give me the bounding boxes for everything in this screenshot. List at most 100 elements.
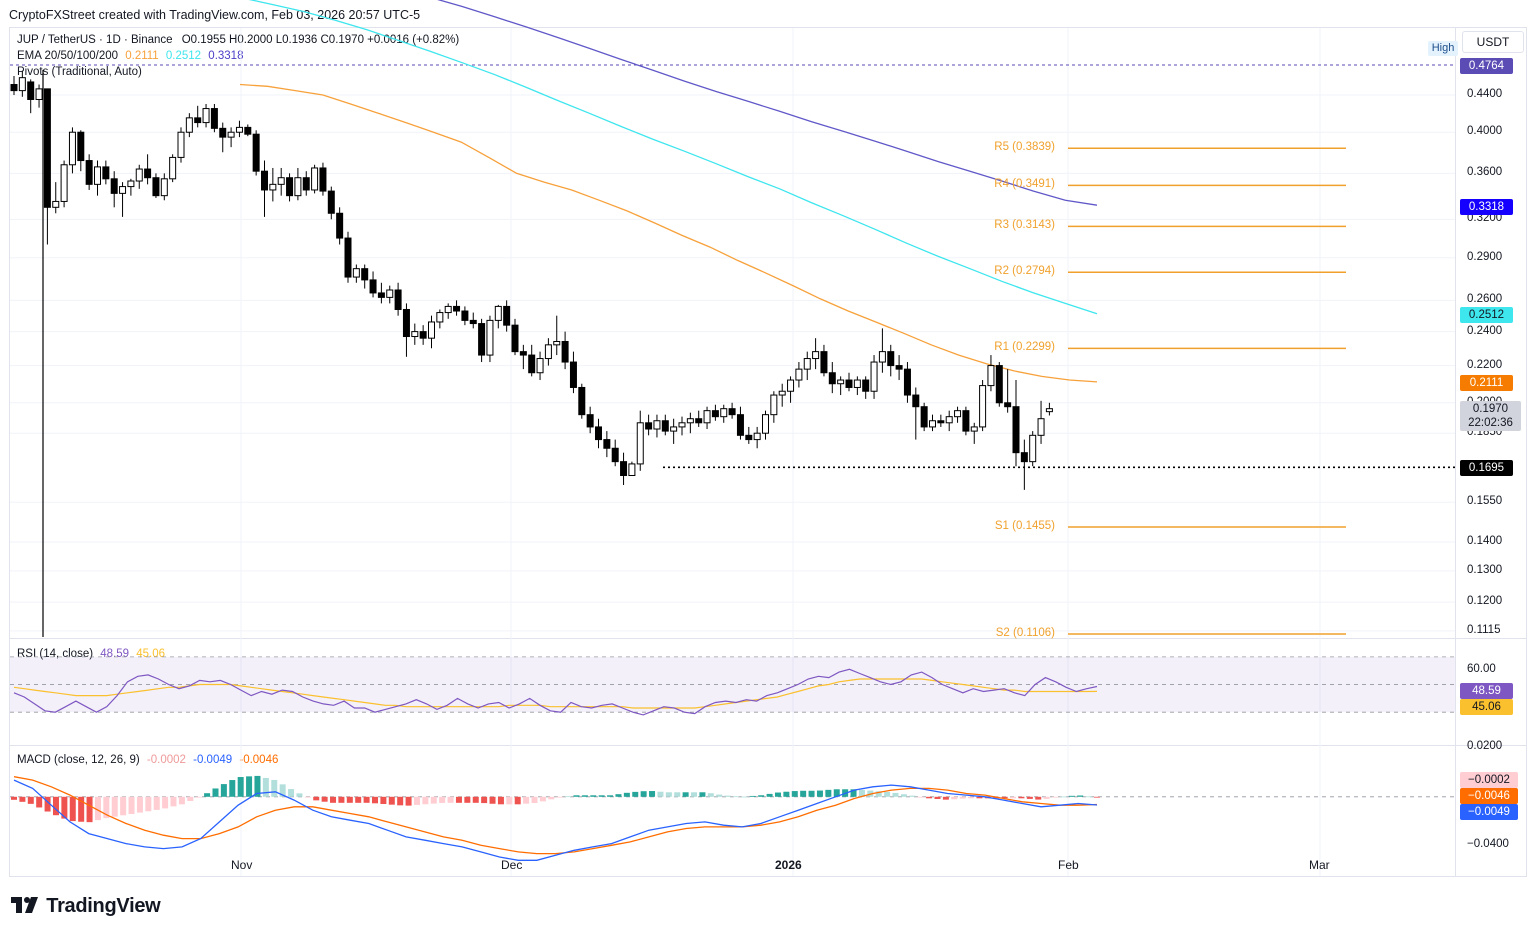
macd-histogram-bar: [607, 795, 614, 797]
ema20-line: [239, 83, 1098, 383]
currency-button[interactable]: USDT: [1462, 31, 1524, 53]
macd-histogram-bar: [405, 796, 412, 806]
candle-body: [369, 279, 377, 294]
macd-histogram-bar: [288, 789, 295, 797]
macd-histogram-bar: [229, 780, 236, 797]
candle-body: [828, 372, 836, 385]
macd-histogram-bar: [884, 791, 891, 797]
macd-histogram-bar: [204, 793, 211, 797]
candle-body: [177, 131, 185, 158]
macd-histogram-bar: [733, 796, 739, 798]
candle-body: [795, 368, 803, 381]
ema-label: EMA 20/50/100/200: [17, 50, 119, 62]
candle-body: [528, 354, 536, 374]
ema-legend[interactable]: EMA 20/50/100/200 0.2111 0.2512 0.3318: [17, 50, 243, 62]
candle-body: [661, 420, 669, 432]
candle-body: [820, 351, 828, 374]
macd-histogram-bar: [1060, 796, 1067, 798]
macd-histogram-bar: [489, 796, 496, 804]
macd-histogram-bar: [279, 784, 286, 797]
high-label: High: [1428, 41, 1458, 56]
candle-body: [803, 358, 811, 370]
macd-histogram-bar: [506, 796, 513, 805]
candle-body: [544, 344, 552, 360]
candle-body: [344, 237, 352, 278]
candle-body: [569, 361, 577, 388]
candle-body: [85, 160, 93, 185]
macd-histogram-bar: [1085, 796, 1092, 798]
candle-body: [1045, 408, 1053, 413]
candle-body: [286, 177, 294, 197]
candle-body: [27, 81, 35, 100]
candle-body: [277, 177, 285, 185]
macd-histogram-bar: [632, 791, 639, 797]
ema100-line: [437, 0, 1098, 206]
pivots-legend[interactable]: Pivots (Traditional, Auto): [17, 66, 142, 78]
macd-line-tag: −0.0049: [1460, 804, 1518, 820]
candle-body: [745, 434, 753, 441]
macd-histogram-bar: [380, 796, 387, 804]
macd-histogram-bar: [816, 790, 823, 797]
macd-histogram-bar: [86, 796, 93, 823]
pivot-label-r5: R5 (0.3839): [994, 141, 1055, 154]
macd-histogram-bar: [170, 796, 177, 807]
candle-body: [586, 414, 594, 428]
macd-histogram-bar: [917, 796, 924, 798]
candle-body: [903, 368, 911, 396]
time-tick-feb: Feb: [1058, 858, 1079, 872]
candle-body: [169, 156, 177, 180]
candle-body: [210, 108, 218, 129]
candle-body: [377, 292, 385, 298]
candle-body: [536, 358, 544, 374]
candle-body: [261, 170, 268, 191]
candle-body: [428, 321, 435, 339]
candle-body: [135, 168, 143, 182]
candle-body: [402, 308, 410, 338]
candle-body: [962, 410, 970, 432]
macd-histogram-bar: [145, 796, 152, 812]
candle-body: [920, 406, 928, 428]
candle-body: [94, 166, 101, 185]
macd-histogram-bar: [11, 796, 17, 800]
candle-body: [252, 133, 260, 172]
macd-histogram-bar: [539, 796, 546, 802]
macd-histogram-bar: [556, 796, 563, 798]
macd-histogram-bar: [623, 792, 630, 797]
macd-histogram-bar: [749, 795, 756, 797]
price-axis-tick: 0.1550: [1467, 495, 1503, 508]
macd-histogram-bar: [573, 795, 580, 797]
candle-body: [235, 126, 243, 133]
macd-histogram-bar: [1010, 796, 1017, 799]
macd-histogram-bar: [162, 796, 169, 809]
symbol-title: JUP / TetherUS · 1D · Binance: [17, 34, 173, 46]
macd-histogram-bar: [892, 792, 899, 797]
ema50-value: 0.2512: [165, 50, 202, 62]
tradingview-logo[interactable]: TradingView: [11, 895, 161, 918]
candle-body: [812, 351, 820, 360]
macd-histogram-bar: [388, 796, 395, 805]
candle-body: [60, 164, 68, 202]
candle-body: [645, 422, 653, 430]
macd-histogram-bar: [212, 788, 219, 797]
macd-hist-tag: −0.0002: [1460, 772, 1518, 788]
macd-histogram-bar: [682, 792, 689, 797]
candle-body: [954, 410, 962, 418]
macd-histogram-bar: [514, 796, 521, 805]
macd-histogram-bar: [590, 795, 597, 797]
macd-histogram-bar: [774, 792, 781, 797]
rsi-pane-divider: [9, 638, 1527, 639]
candle-body: [202, 108, 210, 124]
candle-body: [219, 127, 227, 138]
macd-legend[interactable]: MACD (close, 12, 26, 9) -0.0002 -0.0049 …: [17, 754, 278, 766]
macd-histogram-bar: [640, 791, 647, 797]
macd-histogram-bar: [296, 793, 303, 797]
macd-histogram-bar: [455, 796, 462, 803]
candle-body: [119, 186, 127, 194]
high-price-tag: 0.4764: [1460, 58, 1513, 74]
macd-histogram-bar: [195, 796, 202, 798]
candle-body: [503, 305, 511, 326]
ema20-tag: 0.2111: [1460, 375, 1513, 391]
bar-countdown: 22:02:36: [1468, 417, 1513, 429]
price-axis-tick: 0.1115: [1467, 623, 1501, 636]
